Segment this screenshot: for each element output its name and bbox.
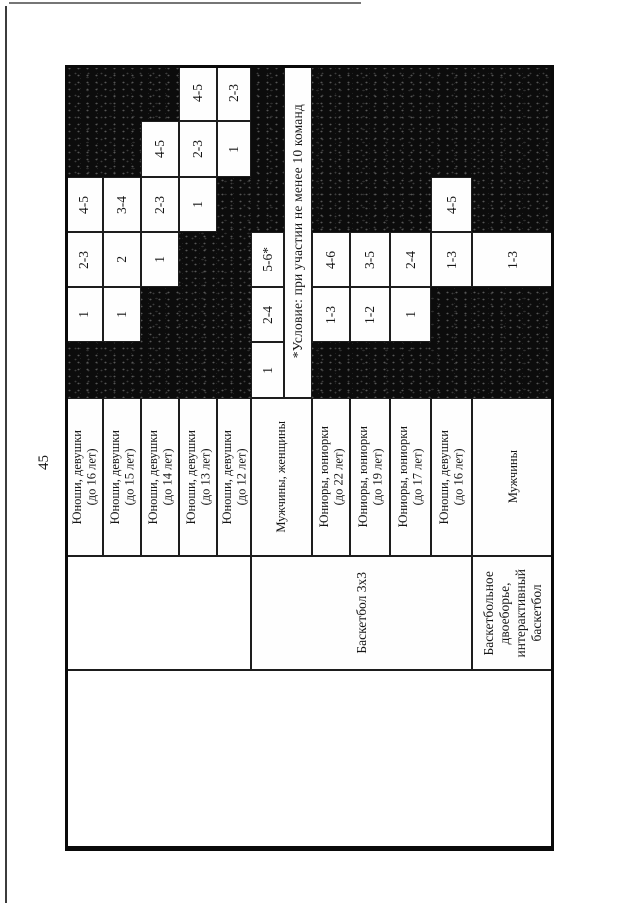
note-text: *Условие: при участии не менее 10 команд <box>290 104 306 359</box>
place-value: 1 <box>259 366 275 374</box>
place-value: 2-4 <box>259 305 275 324</box>
place-cell: 1 <box>103 287 141 342</box>
place-value: 1 <box>114 311 130 318</box>
group-label: Юноши, девушки (до 12 лет) <box>219 429 248 525</box>
place-value: 4-6 <box>323 250 339 269</box>
place-cell: 1 <box>390 287 431 342</box>
scan-edge-line-vertical <box>5 6 7 903</box>
place-cell: 5-6* <box>251 232 284 287</box>
group-label: Мужчины, женщины <box>274 421 289 533</box>
place-cell: 4-5 <box>431 177 472 232</box>
place-value: 1-3 <box>443 250 459 269</box>
group-label: Юноши, девушки (до 13 лет) <box>183 429 212 525</box>
next-section-empty-cell <box>65 670 554 851</box>
place-cell: 2-3 <box>217 65 251 121</box>
group-label: Юниоры, юниорки (до 22 лет) <box>316 426 345 528</box>
group-label-cell: Юноши, девушки (до 16 лет) <box>431 398 472 556</box>
place-cell: 2-3 <box>141 177 179 232</box>
place-value: 4-5 <box>152 140 168 158</box>
place-value: 2 <box>114 256 130 263</box>
sport-cell-empty <box>65 556 251 670</box>
place-cell: 2-3 <box>179 121 217 177</box>
group-label: Юноши, девушки (до 16 лет) <box>69 429 98 525</box>
place-cell: 2 <box>103 232 141 287</box>
place-value: 1 <box>76 311 92 318</box>
place-cell: 1 <box>179 177 217 232</box>
sport-name: Баскетбольное двоеборье, интерактивный б… <box>481 568 544 658</box>
place-value: 2-3 <box>226 84 242 102</box>
group-label-cell: Юноши, девушки (до 12 лет) <box>217 398 251 556</box>
place-cell: 2-4 <box>390 232 431 287</box>
group-label: Юноши, девушки (до 14 лет) <box>145 429 174 525</box>
sport-cell: Баскетбольное двоеборье, интерактивный б… <box>472 556 554 670</box>
place-value: 1-3 <box>505 250 521 269</box>
group-label: Юноши, девушки (до 15 лет) <box>107 429 136 525</box>
place-cell: 2-3 <box>65 232 103 287</box>
group-label: Юноши, девушки (до 16 лет) <box>437 429 466 525</box>
place-value: 4-5 <box>76 195 92 214</box>
place-cell: 1-3 <box>472 232 554 287</box>
group-label-cell: Юниоры, юниорки (до 19 лет) <box>350 398 390 556</box>
place-cell: 2-4 <box>251 287 284 342</box>
note-cell: *Условие: при участии не менее 10 команд <box>284 65 312 398</box>
group-label-cell: Юноши, девушки (до 15 лет) <box>103 398 141 556</box>
group-label-cell: Юноши, девушки (до 13 лет) <box>179 398 217 556</box>
place-value: 1 <box>226 145 242 153</box>
place-cell: 3-5 <box>350 232 390 287</box>
place-cell: 1 <box>251 342 284 398</box>
place-cell: 4-5 <box>141 121 179 177</box>
sport-name: Баскетбол 3х3 <box>353 572 369 654</box>
place-cell: 1 <box>65 287 103 342</box>
scan-edge-line-horizontal <box>9 2 361 4</box>
place-value: 1 <box>152 256 168 263</box>
place-value: 1-3 <box>323 305 339 324</box>
place-value: 1 <box>402 311 418 318</box>
place-cell: 1 <box>217 121 251 177</box>
place-cell: 3-4 <box>103 177 141 232</box>
group-label-cell: Юноши, девушки (до 14 лет) <box>141 398 179 556</box>
group-label-cell: Юниоры, юниорки (до 17 лет) <box>390 398 431 556</box>
place-value: 1-2 <box>362 305 378 324</box>
place-cell: 1-3 <box>312 287 350 342</box>
group-label-cell: Юноши, девушки (до 16 лет) <box>65 398 103 556</box>
place-cell: 4-5 <box>65 177 103 232</box>
group-label-cell: Мужчины, женщины <box>251 398 312 556</box>
place-value: 3-5 <box>362 250 378 269</box>
group-label: Юниоры, юниорки (до 19 лет) <box>355 426 384 528</box>
place-cell: 1 <box>141 232 179 287</box>
page-number: 45 <box>36 455 52 471</box>
group-label-cell: Юниоры, юниорки (до 22 лет) <box>312 398 350 556</box>
place-value: 4-5 <box>443 195 459 214</box>
group-label: Мужчины <box>505 450 520 504</box>
place-value: 3-4 <box>114 195 130 214</box>
place-value: 2-4 <box>402 250 418 269</box>
place-cell: 4-6 <box>312 232 350 287</box>
place-value: 4-5 <box>190 84 206 102</box>
place-cell: 4-5 <box>179 65 217 121</box>
group-label: Юниоры, юниорки (до 17 лет) <box>396 426 425 528</box>
place-value: 2-3 <box>76 250 92 269</box>
place-cell: 1-3 <box>431 232 472 287</box>
place-value: 2-3 <box>152 195 168 214</box>
place-value: 1 <box>190 201 206 208</box>
place-value: 2-3 <box>190 140 206 158</box>
sport-cell: Баскетбол 3х3 <box>251 556 472 670</box>
place-cell: 1-2 <box>350 287 390 342</box>
group-label-cell: Мужчины <box>472 398 554 556</box>
place-value: 5-6* <box>259 247 275 272</box>
